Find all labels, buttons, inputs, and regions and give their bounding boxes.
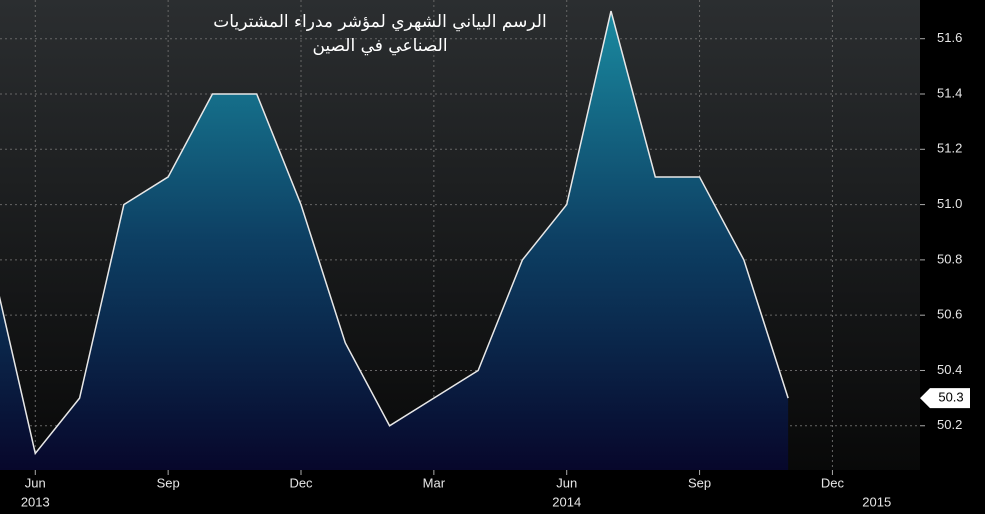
y-tick-label: 51.0	[937, 196, 962, 211]
y-tick-label: 51.6	[937, 30, 962, 45]
y-tick-label: 50.4	[937, 362, 962, 377]
x-tick-label: Dec	[821, 475, 845, 490]
chart-title: الرسم البياني الشهري لمؤشر مدراء المشتري…	[213, 12, 546, 32]
last-value-label: 50.3	[938, 390, 963, 405]
x-tick-label: Dec	[289, 475, 313, 490]
y-tick-label: 51.2	[937, 141, 962, 156]
x-axis-panel	[0, 470, 985, 514]
plot	[0, 0, 920, 470]
x-year-label: 2014	[552, 494, 581, 509]
x-tick-label: Sep	[157, 475, 180, 490]
y-tick-label: 50.8	[937, 251, 962, 266]
last-value-box	[920, 388, 970, 409]
chart-title: الصناعي في الصين	[312, 36, 447, 56]
area	[0, 11, 789, 470]
y-tick-label: 50.6	[937, 307, 962, 322]
x-tick-label: Mar	[423, 475, 446, 490]
axes: 50.2 50.4 50.6 50.8 51.0 51.2 51.4 51.6 Jun Sep De…	[21, 30, 970, 509]
x-year-label: 2015	[862, 494, 891, 509]
x-year-label: 2013	[21, 494, 50, 509]
line	[0, 10, 789, 456]
y-tick-label: 50.2	[937, 417, 962, 432]
y-axis-panel	[920, 0, 985, 514]
x-tick-label: Jun	[25, 475, 46, 490]
x-tick-label: Jun	[556, 475, 577, 490]
y-tick-label: 51.4	[937, 85, 962, 100]
x-tick-label: Sep	[688, 475, 711, 490]
